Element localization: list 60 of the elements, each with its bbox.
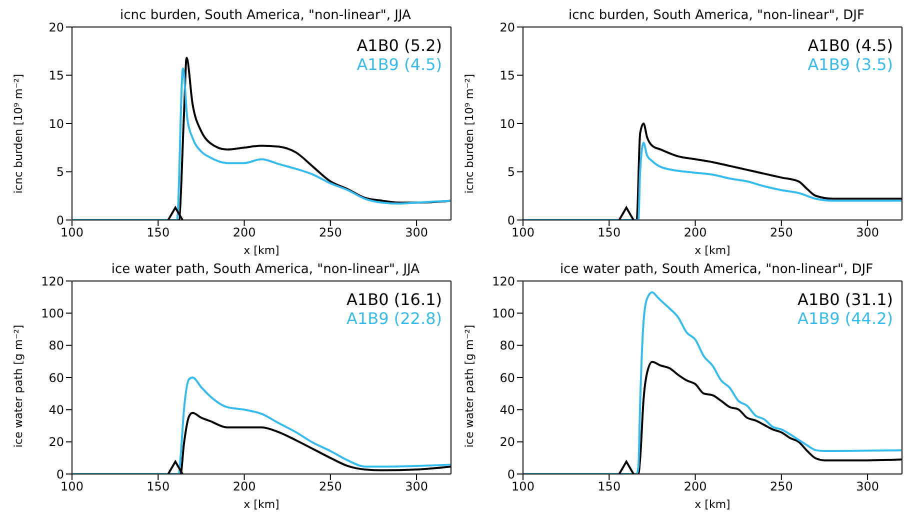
chart-title: icnc burden, South America, "non-linear", JJA (119, 8, 412, 23)
y-tick-label: 60 (48, 370, 64, 385)
y-axis-title: icnc burden [10⁹ m⁻²] (462, 74, 476, 194)
x-axis-title: x [km] (244, 498, 280, 511)
x-tick-label: 250 (770, 480, 793, 494)
y-tick-label: 0 (507, 213, 515, 228)
chart-title: icnc burden, South America, "non-linear", DJF (568, 8, 866, 23)
y-tick-label: 40 (500, 402, 515, 417)
y-tick-label: 40 (48, 402, 64, 417)
x-tick-label: 200 (684, 226, 707, 240)
y-tick-label: 15 (48, 68, 64, 83)
x-tick-label: 300 (405, 480, 428, 494)
text: A1B9 (3.5) (808, 55, 893, 74)
y-tick-label: 20 (48, 435, 64, 450)
y-axis-title: ice water path [g m⁻²] (462, 324, 476, 448)
text: A1B9 (44.2) (798, 309, 893, 328)
x-axis-title: x [km] (694, 244, 730, 257)
y-tick-label: 120 (41, 274, 64, 288)
chart-title: ice water path, South America, "non-linear", DJF (558, 262, 874, 277)
text: A1B0 (5.2) (356, 36, 442, 55)
y-tick-label: 10 (500, 116, 515, 131)
y-tick-label: 80 (500, 338, 515, 353)
y-tick-label: 20 (500, 20, 515, 34)
y-tick-label: 80 (48, 338, 64, 353)
x-tick-label: 200 (684, 480, 707, 494)
x-tick-label: 250 (318, 226, 342, 240)
x-axis-title: x [km] (694, 498, 730, 511)
y-tick-label: 100 (41, 306, 64, 320)
y-tick-label: 5 (56, 165, 64, 180)
x-axis-title: x [km] (244, 244, 280, 257)
x-tick-label: 200 (232, 226, 256, 240)
chart-title: ice water path, South America, "non-linear", JJA (110, 262, 421, 277)
x-tick-label: 150 (146, 480, 170, 494)
x-tick-label: 150 (598, 226, 621, 240)
y-axis-title: icnc burden [10⁹ m⁻²] (12, 74, 25, 194)
x-tick-label: 300 (405, 226, 428, 240)
y-tick-label: 0 (507, 467, 515, 482)
x-tick-label: 200 (232, 480, 256, 494)
text: A1B0 (31.1) (798, 290, 893, 309)
y-tick-label: 0 (56, 213, 64, 228)
y-axis-title: ice water path [g m⁻²] (12, 324, 25, 448)
x-tick-label: 250 (770, 226, 793, 240)
y-tick-label: 120 (492, 274, 515, 288)
x-tick-label: 300 (856, 480, 879, 494)
x-tick-label: 300 (856, 226, 879, 240)
y-tick-label: 20 (500, 435, 515, 450)
y-tick-label: 15 (500, 68, 515, 83)
text: A1B0 (4.5) (808, 36, 893, 55)
y-tick-label: 10 (48, 116, 64, 131)
text: A1B9 (4.5) (356, 55, 442, 74)
x-tick-label: 150 (598, 480, 621, 494)
y-tick-label: 5 (507, 165, 515, 180)
y-tick-label: 20 (48, 20, 64, 34)
y-tick-label: 100 (492, 306, 515, 320)
x-tick-label: 150 (146, 226, 170, 240)
text: A1B9 (22.8) (346, 309, 442, 328)
y-tick-label: 60 (500, 370, 515, 385)
x-tick-label: 250 (318, 480, 342, 494)
y-tick-label: 0 (56, 467, 64, 482)
text: A1B0 (16.1) (346, 290, 442, 309)
